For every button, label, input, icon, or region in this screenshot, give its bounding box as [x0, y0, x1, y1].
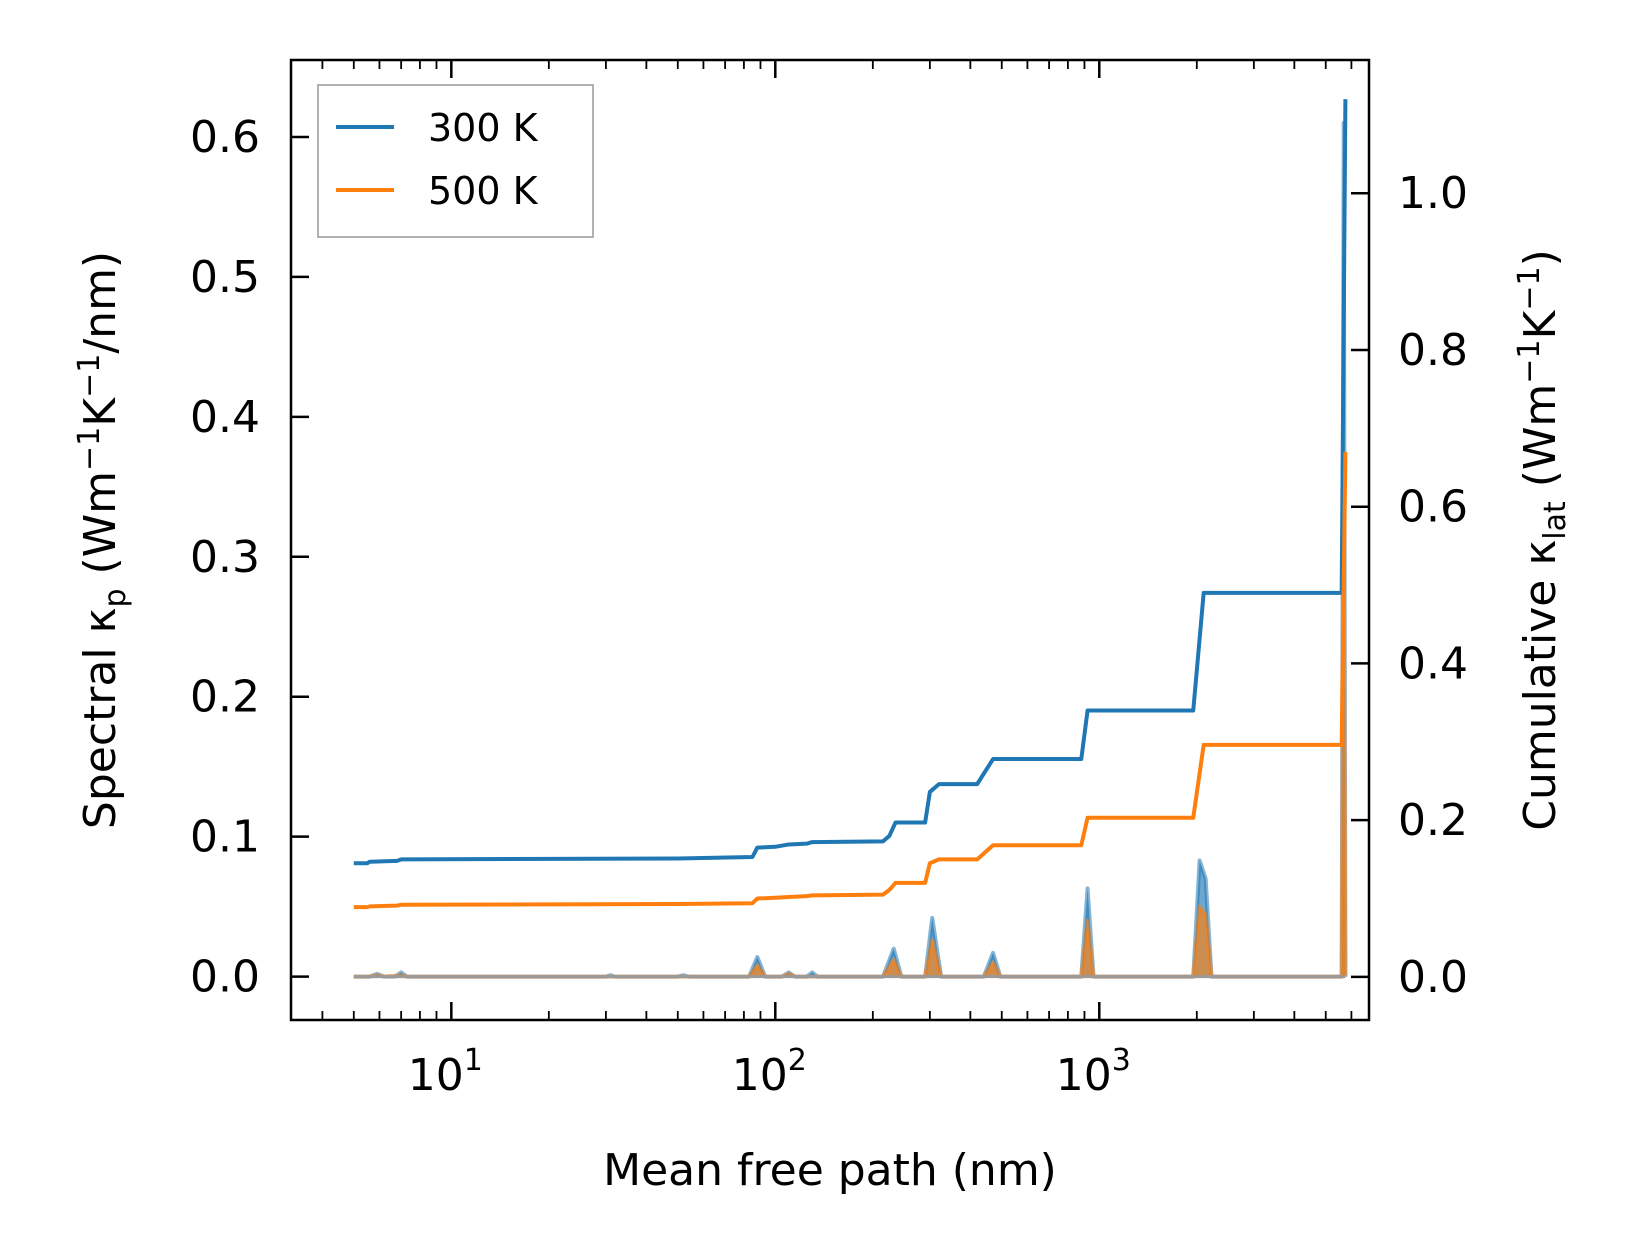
y-left-tick-label: 0.1 [190, 812, 260, 863]
y-left-tick-label: 0.6 [190, 112, 260, 163]
y-left-tick-label: 0.3 [190, 532, 260, 583]
x-tick-label: 103 [1056, 1043, 1131, 1101]
x-tick-label: 102 [732, 1043, 807, 1101]
cumulative-line-500k [353, 451, 1348, 910]
y-left-tick-label: 0.0 [190, 952, 260, 1003]
cumulative-line-300k [353, 99, 1348, 866]
x-tick-label: 101 [408, 1043, 483, 1101]
y-right-tick-label: 0.8 [1398, 325, 1468, 376]
y-right-tick-label: 1.0 [1398, 168, 1468, 219]
ticks-layer: 101 102 103 0.0 0.1 0.2 0.3 0.4 0.5 0.6 0.0 0.2 0.4 0… [190, 60, 1468, 1101]
plot-frame [289, 58, 1371, 1022]
y-right-tick-label: 0.4 [1398, 638, 1468, 689]
legend-label-500k: 500 K [428, 169, 539, 213]
x-axis-label: Mean free path (nm) [603, 1145, 1057, 1196]
y-left-tick-label: 0.5 [190, 252, 260, 303]
cumulative-layer [353, 99, 1348, 910]
y-right-tick-label: 0.6 [1398, 482, 1468, 533]
y-axis-right-label: Cumulative κlat (Wm−1K−1) [1512, 249, 1573, 831]
y-left-tick-label: 0.4 [190, 392, 260, 443]
legend-label-300k: 300 K [428, 106, 539, 150]
legend-box [317, 84, 594, 238]
y-left-tick-label: 0.2 [190, 672, 260, 723]
spectral-layer [353, 120, 1348, 979]
y-axis-left-label: Spectral κp (Wm−1K−1/nm) [72, 251, 133, 829]
legend: 300 K 500 K [317, 84, 594, 238]
y-right-tick-label: 0.2 [1398, 795, 1468, 846]
y-right-tick-label: 0.0 [1398, 952, 1468, 1003]
